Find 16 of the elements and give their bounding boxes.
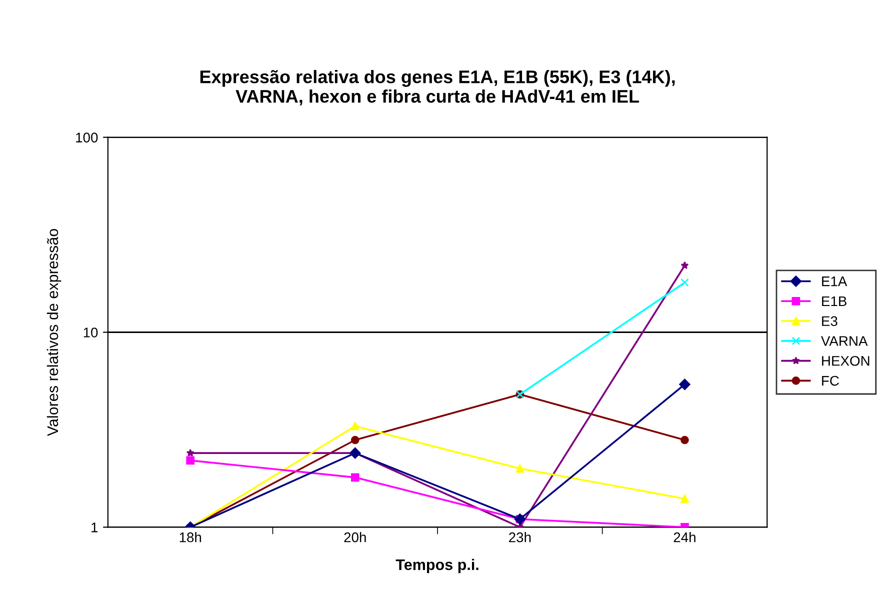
legend-label: FC bbox=[822, 376, 839, 386]
y-tick-label: 1 bbox=[92, 522, 98, 532]
legend-label: E1B bbox=[822, 296, 846, 306]
x-tick-label: 18h bbox=[180, 532, 202, 542]
x-tick-label: 23h bbox=[509, 532, 531, 542]
legend-label: VARNA bbox=[820, 336, 868, 346]
chart-title: Expressão relativa dos genes E1A, E1B (55K), E3 (14K), VARNA, hexon e fibra curta de HAdV-41 em IEL bbox=[200, 70, 675, 106]
legend-label: E3 bbox=[822, 316, 838, 326]
x-tick-label: 24h bbox=[674, 532, 696, 542]
x-axis-title: Tempos p.i. bbox=[396, 558, 478, 574]
legend-label: HEXON bbox=[822, 356, 870, 366]
x-tick-label: 20h bbox=[344, 532, 366, 542]
y-tick-label: 10 bbox=[84, 328, 98, 338]
y-tick-label: 100 bbox=[76, 132, 98, 142]
legend-label: E1A bbox=[822, 276, 848, 286]
y-axis-title: Valores relativos de expressão bbox=[46, 228, 62, 436]
